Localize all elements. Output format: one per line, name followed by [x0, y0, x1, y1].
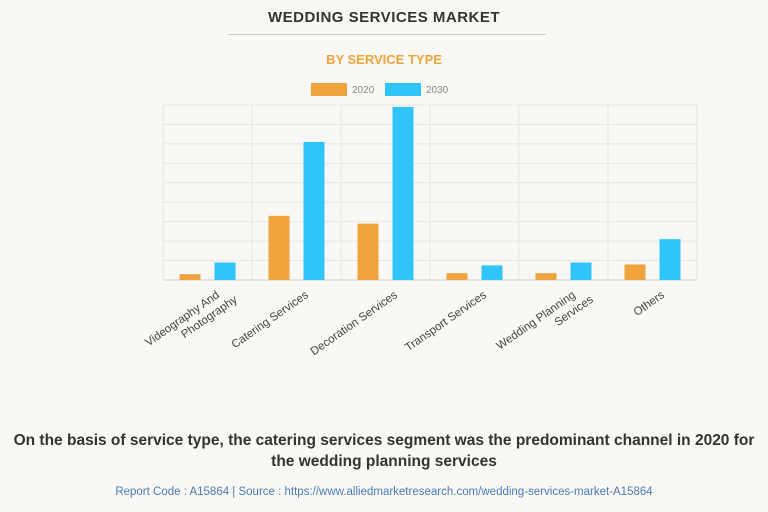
x-tick-label: Decoration Services — [309, 289, 400, 358]
title-divider — [228, 34, 546, 35]
bar-2030-1 — [303, 141, 325, 280]
bar-2020-0 — [179, 274, 201, 280]
x-tick-label-line: Others — [632, 289, 667, 319]
bar-2030-0 — [214, 262, 236, 280]
chart-subtitle: BY SERVICE TYPE — [326, 52, 442, 67]
bar-2020-2 — [357, 223, 379, 280]
legend-swatch-2030 — [385, 83, 421, 96]
bar-2020-1 — [268, 215, 290, 280]
caption: On the basis of service type, the cateri… — [13, 432, 755, 470]
x-tick-label: Catering Services — [230, 289, 311, 351]
x-tick-label: Transport Services — [403, 289, 489, 354]
x-tick-label: Others — [632, 289, 667, 319]
legend-label-2030: 2030 — [426, 85, 449, 96]
bar-2030-4 — [570, 262, 592, 280]
x-tick-label-line: Catering Services — [230, 289, 311, 351]
bar-2030-3 — [481, 265, 503, 280]
source-line: Report Code : A15864 | Source : https://… — [115, 486, 653, 498]
legend-swatch-2020 — [311, 83, 347, 96]
x-tick-label-line: Transport Services — [403, 289, 489, 354]
x-tick-label: Videography AndPhotography — [143, 282, 240, 360]
bar-2030-5 — [659, 239, 681, 280]
chart-title: WEDDING SERVICES MARKET — [267, 9, 501, 26]
legend-label-2020: 2020 — [352, 85, 375, 96]
bar-chart: 2020 2030 Videography AndPhotographyCateri… — [143, 83, 698, 364]
x-tick-label: Wedding PlanningServices — [495, 282, 596, 364]
bar-2020-5 — [624, 264, 646, 280]
x-tick-label-line: Decoration Services — [309, 289, 400, 358]
bar-2030-2 — [392, 106, 414, 280]
bar-2020-4 — [535, 273, 557, 280]
bar-2020-3 — [446, 273, 468, 280]
